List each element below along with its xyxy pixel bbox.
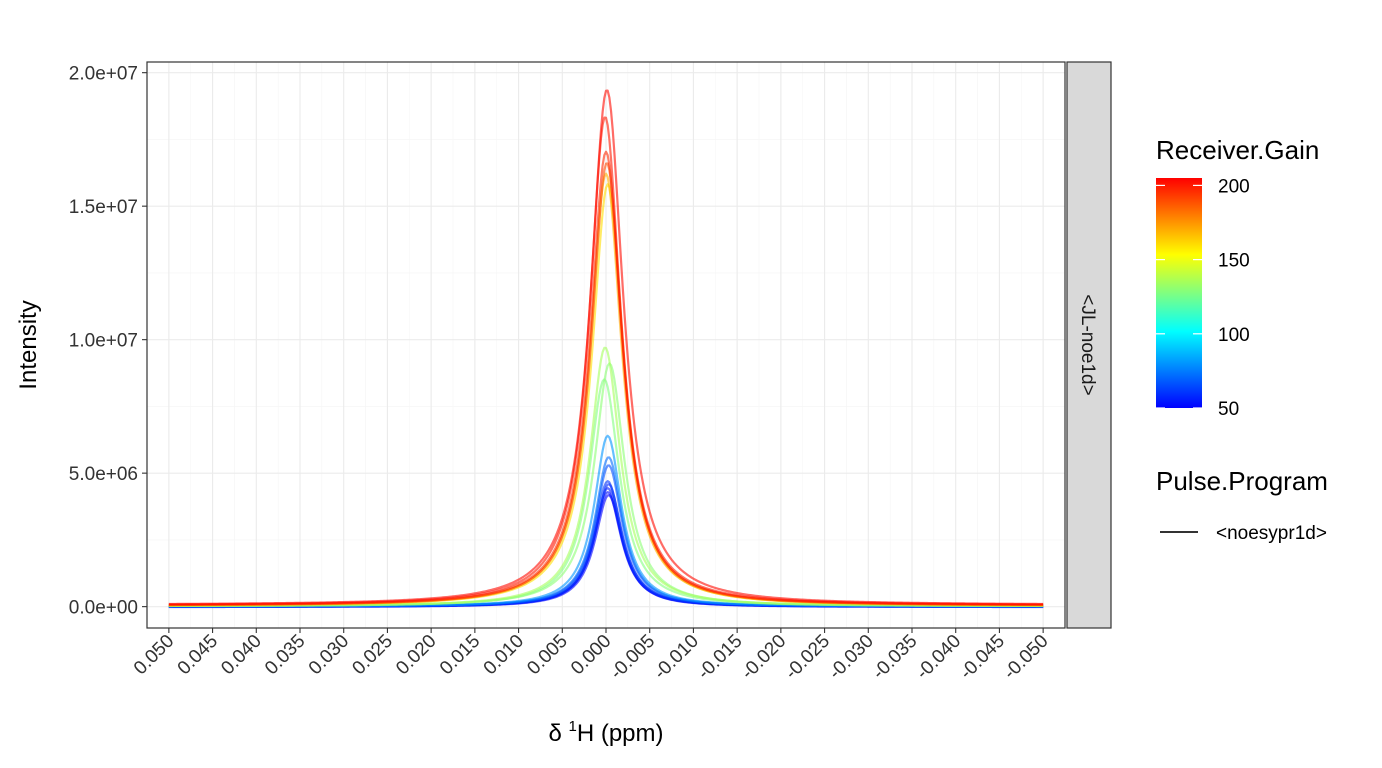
color-legend-title: Receiver.Gain — [1156, 135, 1319, 165]
x-axis-title-unit: H (ppm) — [577, 720, 664, 747]
y-tick-label: 1.5e+07 — [69, 197, 138, 218]
plot-panel — [146, 61, 1066, 629]
series-line — [168, 89, 1044, 606]
linetype-legend-label: <noesypr1d> — [1216, 523, 1327, 544]
linetype-legend: Pulse.Program <noesypr1d> — [1156, 466, 1328, 544]
x-axis-title-superscript: 1 — [569, 718, 577, 735]
x-axis-title: δ 1H (ppm) — [548, 718, 663, 747]
linetype-legend-title: Pulse.Program — [1156, 466, 1328, 496]
x-axis-title-delta: δ — [548, 720, 568, 747]
color-bar — [1156, 178, 1202, 408]
y-tick-label: 0.0e+00 — [69, 598, 138, 619]
color-bar-tick-label: 50 — [1218, 399, 1239, 420]
facet-strip-box — [1066, 61, 1112, 629]
y-axis-title: Intensity — [15, 300, 42, 389]
y-tick-label: 5.0e+06 — [69, 464, 138, 485]
color-bar-tick-label: 100 — [1218, 325, 1250, 346]
facet-strip-label: <JL-noe1d> — [1077, 294, 1098, 395]
color-legend: Receiver.Gain 50 100 150 200 — [1156, 135, 1319, 420]
color-bar-tick-label: 200 — [1218, 176, 1250, 197]
y-axis: 0.0e+00 5.0e+06 1.0e+07 1.5e+07 2.0e+07 — [69, 64, 147, 619]
y-tick-label: 2.0e+07 — [69, 64, 138, 85]
color-bar-tick-label: 150 — [1218, 251, 1250, 272]
major-gridlines — [147, 62, 1065, 628]
color-bar-ticks: 50 100 150 200 — [1156, 176, 1250, 420]
y-tick-label: 1.0e+07 — [69, 331, 138, 352]
facet-strip: <JL-noe1d> — [1066, 61, 1112, 629]
spectrum-series — [168, 89, 1044, 609]
